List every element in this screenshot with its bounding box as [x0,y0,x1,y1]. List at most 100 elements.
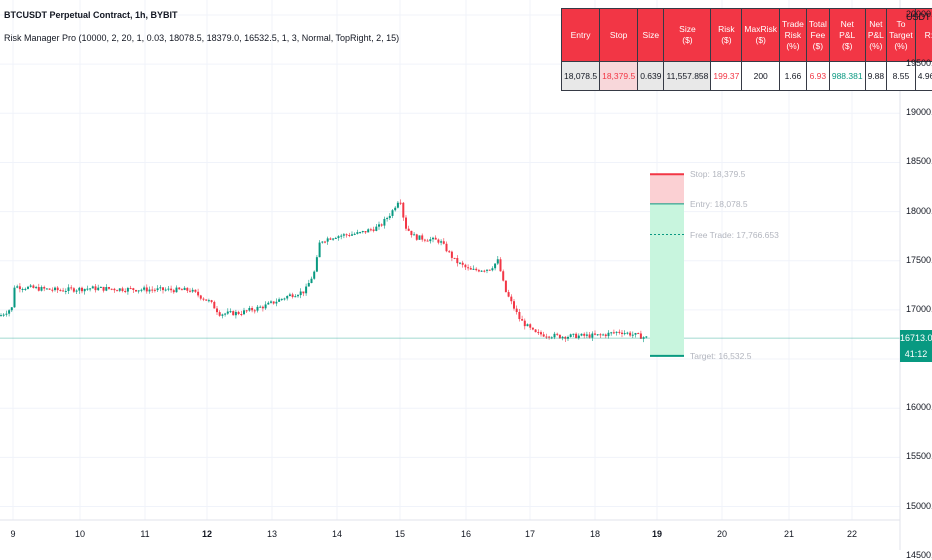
table-value-cell: 18,078.5 [560,61,601,91]
candle-body [105,287,108,291]
table-value-cell: 8.55 [886,61,916,91]
candle-body [221,314,224,316]
risk-manager-table: Entry Stop Size Size ($) Risk ($) MaxRisk ($) Tr… [560,8,932,91]
candle-body [202,298,205,300]
candle-body [272,301,275,304]
candle-body [251,307,254,311]
candle-body [342,234,345,236]
candle-body [340,235,343,237]
candle-body [270,301,272,303]
candle-body [315,257,318,272]
candle-body [54,287,56,291]
table-header-cell: Risk ($) [710,8,743,62]
candle-body [70,287,73,289]
candle-body [405,217,407,229]
time-axis-label: 16 [460,529,472,539]
table-header-cell: Size [637,8,665,62]
candle-body [537,332,540,334]
candle-body [213,301,216,309]
candle-body [464,264,467,268]
candle-body [407,228,410,231]
candle-body [618,331,621,333]
candle-body [332,238,335,240]
candle-body [434,237,437,240]
candle-body [472,268,475,270]
candle-body [445,243,448,252]
candle-body [402,202,405,218]
candle-body [359,232,362,234]
candle-body [259,306,262,308]
candle-body [615,331,618,333]
candle-body [504,280,507,293]
table-value-cell: 988.381 [828,61,866,91]
candle-body [375,226,378,231]
candle-body [531,327,534,330]
position-tool [650,173,684,357]
table-value-cell: 9.88 [864,61,888,91]
candle-body [469,268,472,270]
candle-body [604,334,607,337]
candle-body [0,315,2,317]
candle-body [175,287,178,293]
candle-body [32,285,35,288]
candle-body [585,334,588,336]
candle-body [275,301,278,304]
price-axis-label: 20000.0 [906,9,932,19]
candle-body [639,333,642,339]
chart-title: BTCUSDT Perpetual Contract, 1h, BYBIT [4,10,178,20]
candle-body [2,314,5,316]
time-axis-label: 20 [716,529,728,539]
candle-body [645,336,648,338]
candle-body [218,312,221,316]
time-axis-label: 11 [140,529,150,539]
candle-body [423,239,426,241]
candle-body [205,299,208,301]
candle-body [518,312,521,320]
candle-body [78,287,81,291]
candle-body [72,288,75,292]
candle-body [313,271,316,279]
candle-body [64,290,67,292]
table-value-cell: 200 [741,61,780,91]
candle-body [24,288,27,290]
candle-body [634,333,637,335]
candle-body [140,289,143,291]
candle-body [631,334,634,336]
candle-body [534,329,537,333]
candle-body [156,288,159,291]
candle-body [226,311,229,314]
candle-body [45,288,48,290]
candle-body [450,251,453,258]
candle-body [159,287,162,289]
table-header-cell: Net P&L (%) [864,8,888,62]
candle-body [467,267,470,269]
candle-body [491,268,494,271]
candle-body [318,242,321,258]
time-axis-label: 12 [201,529,213,539]
candle-body [337,236,340,238]
candle-body [59,290,62,292]
candle-body [623,333,626,335]
indicator-label[interactable]: Risk Manager Pro (10000, 2, 20, 1, 0.03,… [4,33,400,43]
table-header-cell: MaxRisk ($) [741,8,780,62]
time-axis-label: 22 [846,529,858,539]
candle-body [396,202,399,208]
candle-body [410,230,413,236]
candle-body [453,257,456,259]
candle-body [310,278,313,284]
target-label: Target: 16,532.5 [690,350,752,361]
candle-body [234,311,237,316]
candle-body [626,332,629,334]
candle-body [421,235,424,240]
table-header-cell: Net P&L ($) [828,8,866,62]
table-value-cell: 199.37 [710,61,743,91]
candle-body [189,290,191,292]
candle-body [418,235,421,240]
candle-body [353,233,356,235]
candle-body [264,304,267,309]
table-header-cell: Trade Risk (%) [778,8,807,62]
candlesticks [0,199,648,343]
loss-zone [650,174,684,204]
free-trade-label: Free Trade: 17,766.653 [690,229,779,240]
candle-body [461,262,464,265]
